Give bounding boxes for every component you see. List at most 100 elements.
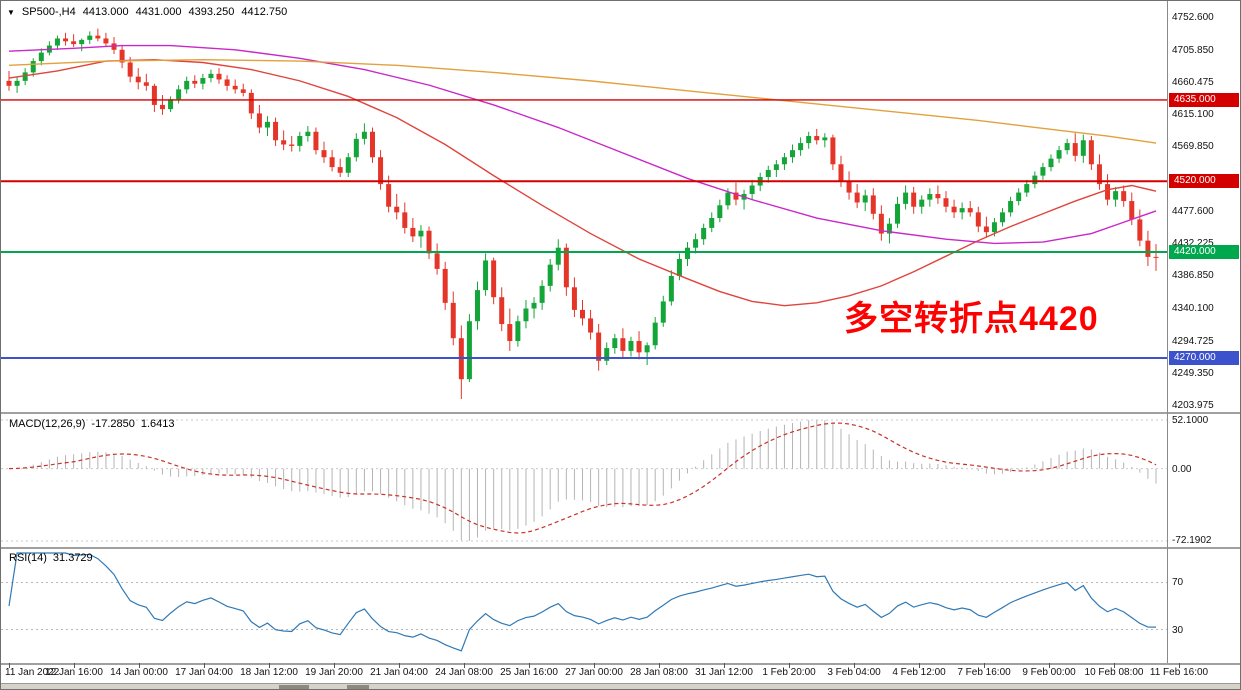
bottom-strip <box>1 683 1240 689</box>
macd-histogram <box>16 420 1157 541</box>
candle-body <box>159 104 165 110</box>
candle-body <box>555 247 561 265</box>
macd-signal-line <box>8 422 1157 534</box>
time-axis-tick <box>1049 663 1050 668</box>
panel-separator-macd-rsi[interactable] <box>1 547 1240 549</box>
chart-annotation-text[interactable]: 多空转折点4420 <box>844 300 1099 338</box>
candle-body <box>911 192 917 207</box>
candle-body <box>297 136 303 146</box>
time-axis-label: 1 Feb 20:00 <box>762 667 816 678</box>
candle-body <box>725 192 731 206</box>
candle-body <box>612 338 618 349</box>
time-axis-tick <box>529 663 530 668</box>
candle-body <box>499 297 505 325</box>
price-tag-4270.000[interactable]: 4270.000 <box>1169 350 1239 365</box>
candle-body <box>192 80 198 84</box>
candle-body <box>693 239 699 248</box>
price-tag-4635.000[interactable]: 4635.000 <box>1169 92 1239 107</box>
time-axis-tick <box>269 663 270 668</box>
candle-body <box>1008 201 1014 213</box>
rsi-level-30-label: 30 <box>1172 624 1184 636</box>
candle-body <box>127 62 133 77</box>
candle-body <box>596 332 602 361</box>
candle-body <box>854 192 860 203</box>
candle-body <box>1105 184 1111 200</box>
rsi-level-70-label: 70 <box>1172 577 1184 589</box>
candle-body <box>1121 191 1127 202</box>
strip-segment <box>347 685 369 689</box>
price-axis-label: 4752.600 <box>1172 11 1214 23</box>
price-axis-label: 4249.350 <box>1172 367 1214 379</box>
time-axis-label: 18 Jan 12:00 <box>240 667 298 678</box>
candle-body <box>636 341 642 353</box>
rsi-label: RSI(14) 31.3729 <box>9 552 93 564</box>
moving-averages-layer <box>8 44 1157 307</box>
candle-body <box>547 264 553 286</box>
candle-body <box>38 52 44 62</box>
candle-body <box>604 348 610 361</box>
candle-body <box>200 78 206 84</box>
candle-body <box>184 80 190 90</box>
time-axis-label: 10 Feb 08:00 <box>1084 667 1144 678</box>
candle-body <box>830 137 836 165</box>
quick-nav-triangle-icon[interactable]: ▼ <box>7 7 15 17</box>
candle-body <box>975 212 981 227</box>
time-axis-tick <box>919 663 920 668</box>
time-axis-tick <box>9 663 10 668</box>
candle-body <box>676 259 682 276</box>
time-axis-label: 11 Feb 16:00 <box>1149 667 1209 678</box>
time-axis[interactable]: 11 Jan 2022 12 Jan 16:00 14 Jan 00:00 17 Ja… <box>1 665 1240 683</box>
candle-body <box>781 157 787 165</box>
candle-body <box>345 157 351 173</box>
price-axis-label: 4203.975 <box>1172 399 1214 411</box>
candle-body <box>660 301 666 323</box>
macd-main-value: -17.2850 <box>91 418 135 430</box>
rsi-canvas[interactable] <box>1 549 1167 663</box>
price-tag-4520.000[interactable]: 4520.000 <box>1169 174 1239 189</box>
price-axis-label: 4569.850 <box>1172 141 1214 153</box>
candle-body <box>588 318 594 333</box>
candle-body <box>1113 191 1119 200</box>
candle-body <box>1145 240 1151 257</box>
candle-body <box>1129 201 1135 220</box>
time-axis-tick <box>724 663 725 668</box>
time-axis-label: 28 Jan 08:00 <box>630 667 688 678</box>
candle-body <box>943 198 949 207</box>
panel-separator-main-macd[interactable] <box>1 412 1240 414</box>
price-axis-label: 4705.850 <box>1172 44 1214 56</box>
candle-body <box>353 138 359 158</box>
candle-body <box>103 38 109 44</box>
candle-body <box>168 99 174 110</box>
macd-scale-top-label: 52.1000 <box>1172 415 1209 426</box>
candle-body <box>386 184 392 207</box>
price-tag-4420.000[interactable]: 4420.000 <box>1169 244 1239 259</box>
time-axis-label: 3 Feb 04:00 <box>827 667 881 678</box>
candle-body <box>991 222 997 233</box>
panel-separator-time-axis <box>1 663 1240 665</box>
candle-body <box>264 121 270 128</box>
candle-body <box>216 73 222 80</box>
candle-body <box>580 309 585 319</box>
candle-body <box>571 287 577 310</box>
candle-body <box>523 308 529 322</box>
candle-body <box>483 260 489 291</box>
ohlc-close-value: 4412.750 <box>241 6 288 18</box>
price-axis-label: 4477.600 <box>1172 206 1214 218</box>
rsi-line <box>8 552 1157 652</box>
candle-body <box>135 76 141 83</box>
candle-body <box>313 131 319 151</box>
macd-canvas[interactable] <box>1 414 1167 547</box>
candle-body <box>337 167 343 173</box>
candle-body <box>6 80 12 86</box>
price-axis[interactable]: 4203.975 4249.350 4294.725 4340.100 4386.850… <box>1168 1 1240 663</box>
main-chart-canvas[interactable] <box>1 1 1167 412</box>
candle-body <box>870 195 876 214</box>
candle-body <box>563 247 569 288</box>
time-axis-label: 31 Jan 12:00 <box>695 667 753 678</box>
candle-body <box>289 144 295 146</box>
rsi-value: 31.3729 <box>52 552 93 564</box>
candle-body <box>491 260 497 298</box>
ma-line-fast-red <box>8 58 1157 307</box>
candle-body <box>95 35 101 39</box>
candle-body <box>63 38 69 42</box>
